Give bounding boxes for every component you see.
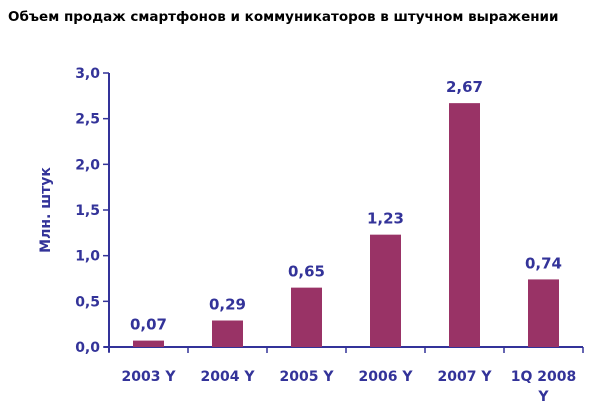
bars-group (133, 103, 559, 347)
axes (103, 72, 584, 353)
bar (291, 287, 322, 347)
x-tick-label: 2003 Y (122, 369, 177, 385)
bar (528, 279, 559, 347)
data-label: 0,29 (209, 296, 246, 314)
bar (133, 340, 164, 347)
y-tick-label: 1,5 (75, 203, 100, 219)
data-label: 2,67 (446, 78, 483, 96)
data-label: 0,65 (288, 263, 325, 281)
y-tick-label: 0,0 (75, 340, 100, 356)
bar (212, 320, 243, 347)
x-tick-label: 1Q 2008 Y (511, 369, 576, 405)
data-label: 1,23 (367, 210, 404, 228)
x-tick-label: 2004 Y (201, 369, 256, 385)
bar (370, 234, 401, 347)
y-axis-label: Млн. штук (38, 167, 54, 253)
x-tick-label: 2005 Y (280, 369, 335, 385)
y-tick-label: 3,0 (75, 66, 100, 82)
x-tick-label: 2007 Y (438, 369, 493, 385)
data-label: 0,07 (130, 316, 167, 334)
y-tick-label: 2,5 (75, 112, 100, 128)
bar (449, 103, 480, 347)
y-tick-label: 1,0 (75, 249, 100, 265)
y-tick-label: 0,5 (75, 294, 100, 310)
labels-group: 0,0 0,5 1,0 1,5 2,0 2,5 3,0 Млн. штук 0,07 2003 Y… (38, 66, 576, 405)
chart-title: Объем продаж смартфонов и коммуникаторов… (8, 9, 559, 25)
y-tick-label: 2,0 (75, 157, 100, 173)
data-label: 0,74 (525, 254, 562, 272)
x-tick-label: 2006 Y (359, 369, 414, 385)
